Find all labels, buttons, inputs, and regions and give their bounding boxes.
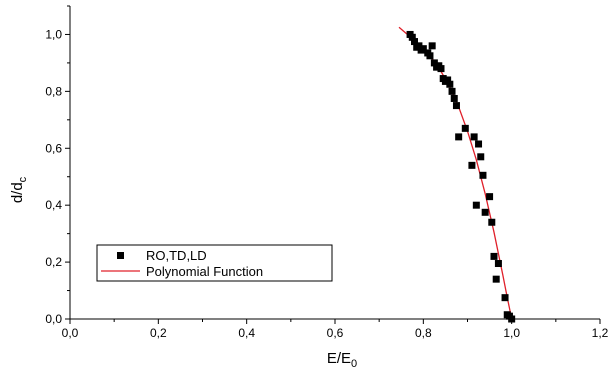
y-axis-title-main: d/d <box>9 182 26 203</box>
x-axis-title: E/E0 <box>327 350 357 370</box>
data-point <box>415 42 423 50</box>
data-point <box>411 38 418 46</box>
data-point <box>428 42 436 50</box>
y-axis-title: d/dc <box>9 176 29 203</box>
x-tick-label: 0,2 <box>150 326 167 340</box>
x-axis: 0,0 0,2 0,4 0,6 0,8 1,0 1,2 <box>62 319 609 340</box>
y-axis: 0,0 0,2 0,4 0,6 0,8 1,0 <box>45 5 70 326</box>
x-tick-label: 0,0 <box>62 326 79 340</box>
legend-label-scatter: RO,TD,LD <box>146 248 207 263</box>
polynomial-curve <box>398 26 513 320</box>
data-point <box>472 201 480 209</box>
data-point <box>470 133 478 141</box>
legend-box <box>96 244 333 282</box>
data-point <box>508 315 516 323</box>
y-tick-label: 0,6 <box>45 141 62 155</box>
polynomial-function-line <box>398 26 513 320</box>
x-tick-label: 0,4 <box>238 326 255 340</box>
y-tick-label: 0,8 <box>45 84 62 98</box>
x-tick-label: 0,8 <box>415 326 432 340</box>
data-point <box>501 294 509 302</box>
y-tick-label: 0,0 <box>45 312 62 326</box>
data-point <box>486 193 494 201</box>
data-point <box>448 87 456 95</box>
data-point <box>452 102 460 110</box>
data-point <box>475 140 483 148</box>
x-axis-title-main: E/E <box>327 350 351 367</box>
data-point <box>455 133 463 141</box>
y-tick-label: 0,2 <box>45 255 62 269</box>
data-points <box>406 30 516 323</box>
legend-label-line: Polynomial Function <box>146 264 263 279</box>
x-tick-label: 1,2 <box>592 326 609 340</box>
legend-marker-square <box>117 252 124 259</box>
x-tick-label: 0,6 <box>327 326 344 340</box>
data-point <box>488 218 496 226</box>
x-tick-label: 1,0 <box>503 326 520 340</box>
data-point <box>444 76 452 84</box>
data-point <box>430 59 438 67</box>
data-point <box>419 45 427 53</box>
data-point <box>408 33 416 41</box>
data-point <box>446 80 454 88</box>
y-axis-title-sub: c <box>17 176 29 182</box>
data-point <box>461 124 469 132</box>
y-tick-label: 0,4 <box>45 198 62 212</box>
data-point <box>468 161 476 169</box>
data-point <box>426 52 434 60</box>
data-point <box>481 208 489 216</box>
y-tick-label: 1,0 <box>45 27 62 41</box>
data-point <box>477 153 485 161</box>
x-axis-title-sub: 0 <box>351 358 357 370</box>
data-point <box>450 94 458 102</box>
data-point <box>492 275 500 283</box>
data-point <box>494 260 502 268</box>
data-point <box>437 65 445 73</box>
legend: RO,TD,LD Polynomial Function <box>96 244 333 282</box>
data-point <box>479 171 487 179</box>
data-point <box>490 252 498 260</box>
